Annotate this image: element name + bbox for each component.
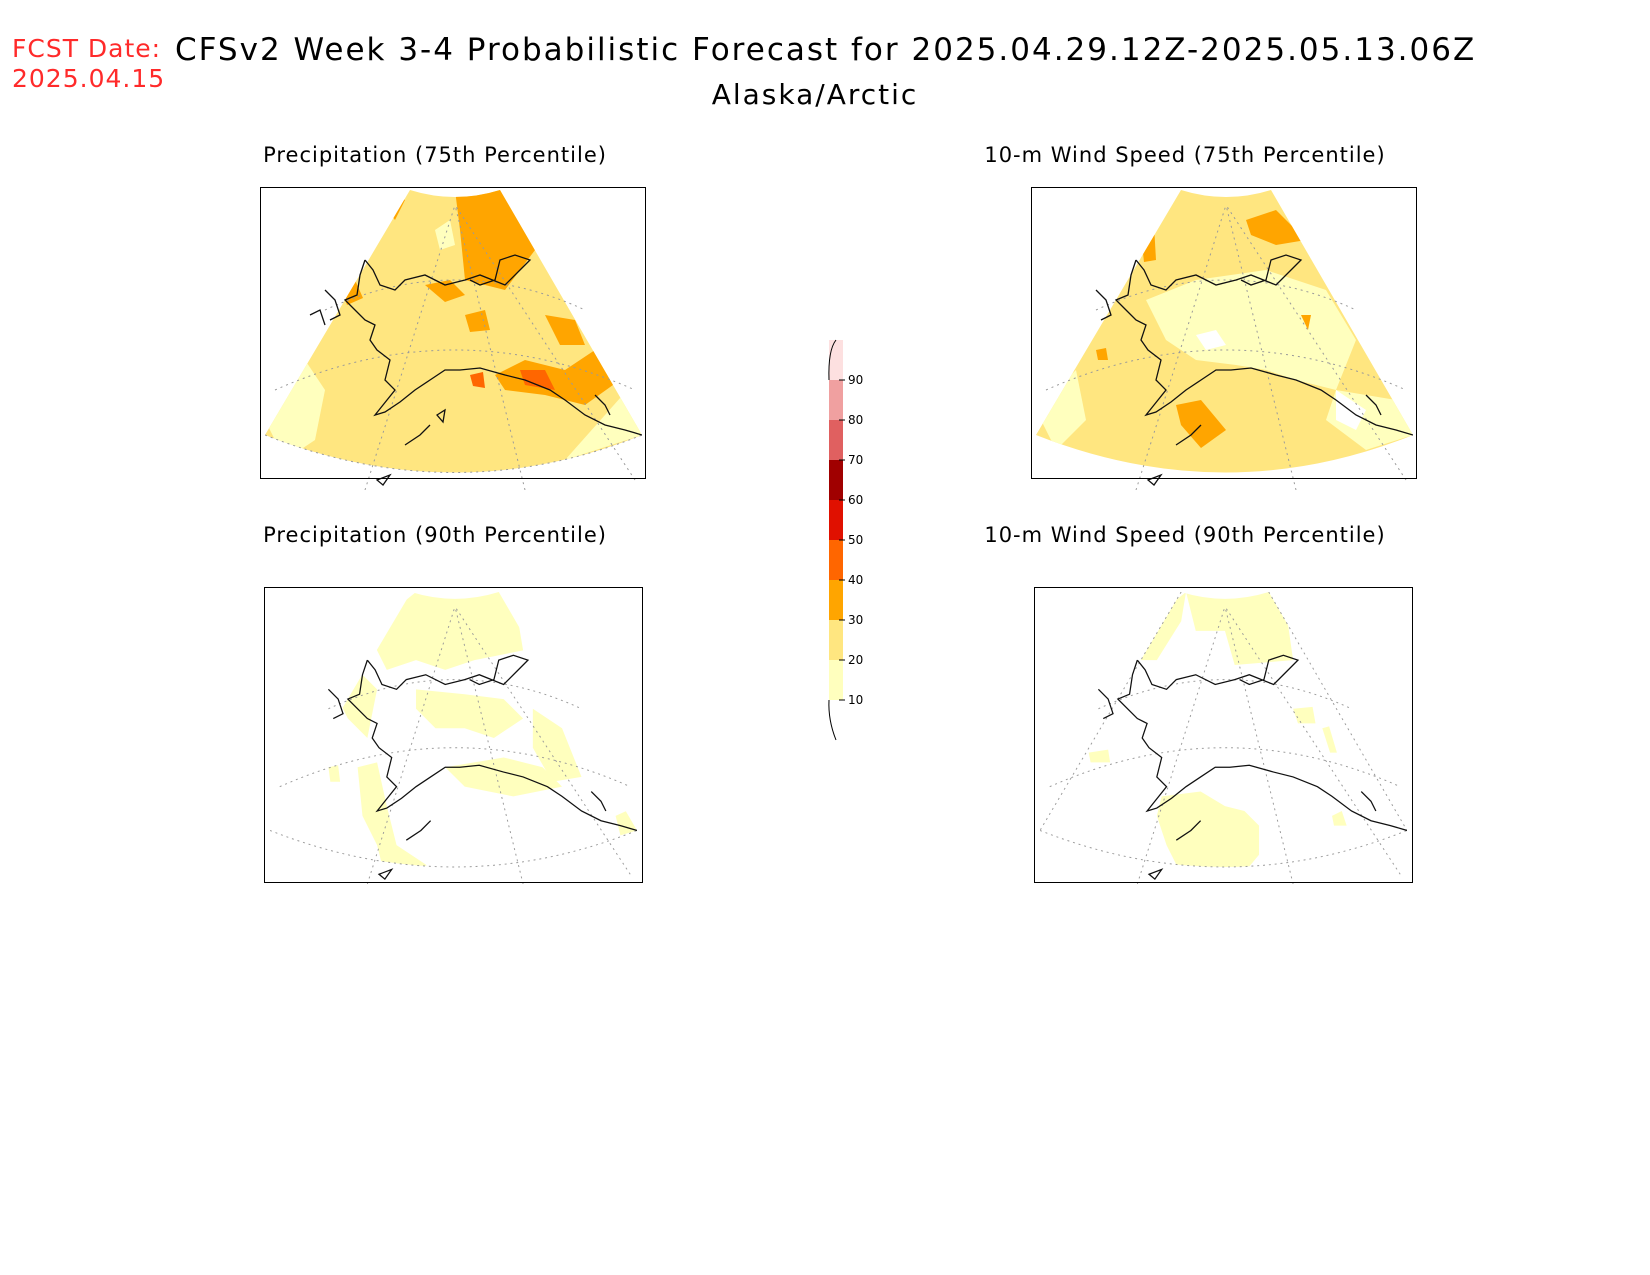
panel-title-wind75: 10-m Wind Speed (75th Percentile) <box>984 143 1386 167</box>
colorbar-box-90 <box>829 340 843 380</box>
colorbar-label-70: 70 <box>848 453 863 467</box>
colorbar-label-30: 30 <box>848 613 863 627</box>
colorbar: 10 20 30 40 50 60 70 80 90 <box>828 339 863 741</box>
colorbar-box-30 <box>829 580 843 620</box>
colorbar-box-20 <box>829 620 843 660</box>
map-wind75 <box>1036 190 1413 490</box>
colorbar-label-90: 90 <box>848 373 863 387</box>
region-subtitle: Alaska/Arctic <box>711 78 919 111</box>
forecast-date-block: FCST Date: 2025.04.15 <box>12 34 165 94</box>
map-precip90 <box>270 592 637 884</box>
map-wind90 <box>1040 592 1407 884</box>
colorbar-box-10 <box>829 660 843 700</box>
frame-precip90 <box>264 587 643 883</box>
colorbar-label-10: 10 <box>848 693 863 707</box>
colorbar-box-80 <box>829 380 843 420</box>
panel-title-precip75: Precipitation (75th Percentile) <box>263 143 607 167</box>
colorbar-label-20: 20 <box>848 653 863 667</box>
colorbar-box-70 <box>829 420 843 460</box>
colorbar-label-50: 50 <box>848 533 863 547</box>
colorbar-label-60: 60 <box>848 493 863 507</box>
panel-title-precip90: Precipitation (90th Percentile) <box>263 523 607 547</box>
colorbar-box-50 <box>829 500 843 540</box>
colorbar-box-60 <box>829 460 843 500</box>
forecast-date-value: 2025.04.15 <box>12 64 166 93</box>
frame-wind75 <box>1031 187 1417 479</box>
panel-title-wind90: 10-m Wind Speed (90th Percentile) <box>984 523 1386 547</box>
colorbar-label-80: 80 <box>848 413 863 427</box>
colorbar-label-40: 40 <box>848 573 863 587</box>
page-title: CFSv2 Week 3-4 Probabilistic Forecast fo… <box>175 32 1477 68</box>
map-precip75 <box>265 190 642 490</box>
colorbar-box-40 <box>829 540 843 580</box>
frame-wind90 <box>1034 587 1413 883</box>
frame-precip75 <box>260 187 646 479</box>
forecast-date-label: FCST Date: <box>12 34 162 63</box>
